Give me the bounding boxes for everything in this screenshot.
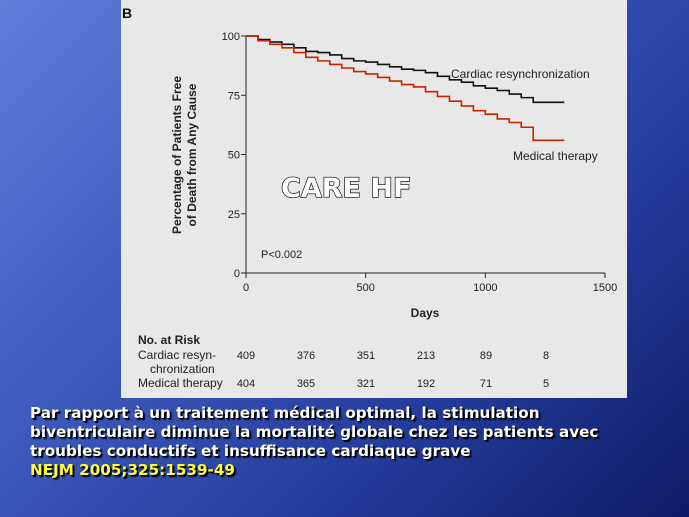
figure-panel: B Percentage of Patients Free of Death f… — [121, 0, 627, 398]
series-line-medical-therapy — [246, 35, 565, 142]
series-lines — [246, 35, 565, 142]
caption-line-2: biventriculaire diminue la mortalité glo… — [30, 423, 599, 441]
y-axis-label: Percentage of Patients Free of Death fro… — [170, 76, 199, 234]
x-tick-label: 1500 — [593, 282, 617, 294]
y-tick-label: 75 — [228, 90, 240, 102]
x-tick-label: 1000 — [473, 282, 497, 294]
risk-value: 365 — [297, 378, 315, 390]
risk-table-title: No. at Risk — [138, 333, 200, 347]
risk-value: 351 — [357, 350, 375, 362]
series-label-medical-therapy: Medical therapy — [513, 149, 598, 163]
y-ticks: 0 25 50 75 100 — [222, 31, 246, 280]
y-tick-label: 100 — [222, 31, 240, 43]
p-value-annotation: P<0.002 — [261, 249, 302, 261]
risk-value: 376 — [297, 350, 315, 362]
risk-value: 404 — [237, 378, 255, 390]
risk-row-label: Cardiac resyn- — [138, 348, 216, 362]
risk-row-label: Medical therapy — [138, 376, 223, 390]
y-axis-label-line-2: of Death from Any Cause — [185, 83, 199, 226]
x-axis-label: Days — [411, 306, 440, 320]
y-tick-label: 50 — [228, 150, 240, 162]
risk-value: 89 — [480, 350, 492, 362]
x-tick-label: 500 — [356, 282, 374, 294]
caption-line-3: troubles conductifs et insuffisance card… — [30, 442, 471, 460]
y-tick-label: 0 — [234, 268, 240, 280]
risk-value: 409 — [237, 350, 255, 362]
risk-value: 192 — [417, 378, 435, 390]
series-label-cardiac-resync: Cardiac resynchronization — [451, 67, 590, 81]
caption-line-1: Par rapport à un traitement médical opti… — [30, 404, 540, 422]
series-line-cardiac-resync — [246, 35, 565, 104]
x-ticks: 0 500 1000 1500 — [243, 273, 617, 294]
risk-value: 5 — [543, 378, 549, 390]
risk-value: 8 — [543, 350, 549, 362]
citation: NEJM 2005;325:1539-49 — [30, 461, 235, 479]
risk-value: 71 — [480, 378, 492, 390]
panel-label: B — [122, 5, 132, 21]
risk-table: Cardiac resyn-chronization 409 376 351 213 89… — [138, 348, 549, 390]
x-tick-label: 0 — [243, 282, 249, 294]
y-axis-label-line-1: Percentage of Patients Free — [170, 76, 184, 234]
risk-row-label: chronization — [150, 362, 215, 376]
overlay-title: CARE HF — [281, 173, 411, 204]
survival-chart: B Percentage of Patients Free of Death f… — [122, 5, 617, 390]
risk-value: 321 — [357, 378, 375, 390]
y-tick-label: 25 — [228, 209, 240, 221]
risk-value: 213 — [417, 350, 435, 362]
